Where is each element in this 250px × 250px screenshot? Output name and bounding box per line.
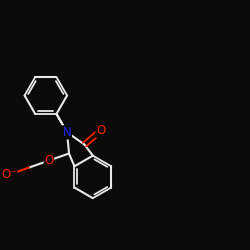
Text: N: N xyxy=(63,126,72,139)
Text: O: O xyxy=(96,124,105,137)
Text: O⁻: O⁻ xyxy=(1,168,16,181)
Text: O: O xyxy=(44,154,54,167)
